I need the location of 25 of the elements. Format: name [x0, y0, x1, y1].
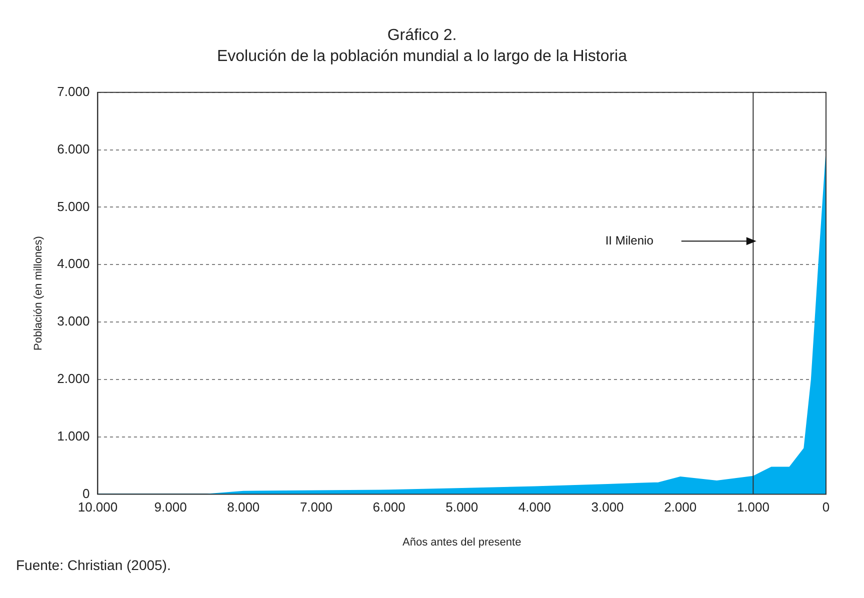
y-tick-label: 1.000 — [57, 428, 90, 444]
x-tick-label: 1.000 — [736, 500, 770, 515]
x-tick-label: 8.000 — [227, 500, 260, 515]
x-axis-title: Años antes del presente — [402, 536, 522, 548]
x-tick-label: 10.000 — [78, 500, 118, 515]
chart-title: Gráfico 2. — [387, 27, 457, 44]
chart-subtitle: Evolución de la población mundial a lo largo de la Historia — [216, 48, 628, 66]
x-tick-label: 0 — [822, 500, 830, 515]
x-tick-label: 7.000 — [300, 500, 332, 515]
y-tick-label: 0 — [82, 486, 90, 501]
x-tick-label: 2.000 — [664, 500, 697, 515]
x-tick-label: 3.000 — [591, 500, 624, 515]
x-tick-label: 5.000 — [446, 500, 478, 515]
y-tick-label: 7.000 — [57, 84, 90, 99]
x-tick-label: 9.000 — [154, 500, 187, 515]
x-tick-label: 4.000 — [518, 500, 551, 515]
y-axis-title: Población (en millones) — [32, 236, 45, 350]
y-tick-label: 5.000 — [57, 198, 90, 214]
y-tick-label: 2.000 — [57, 370, 90, 386]
x-tick-label: 6.000 — [372, 500, 406, 515]
source-note: Fuente: Christian (2005). — [16, 557, 172, 573]
y-tick-label: 3.000 — [57, 314, 90, 329]
y-tick-label: 4.000 — [57, 256, 90, 272]
annotation: II Milenio — [605, 233, 654, 248]
y-tick-label: 6.000 — [57, 141, 90, 156]
